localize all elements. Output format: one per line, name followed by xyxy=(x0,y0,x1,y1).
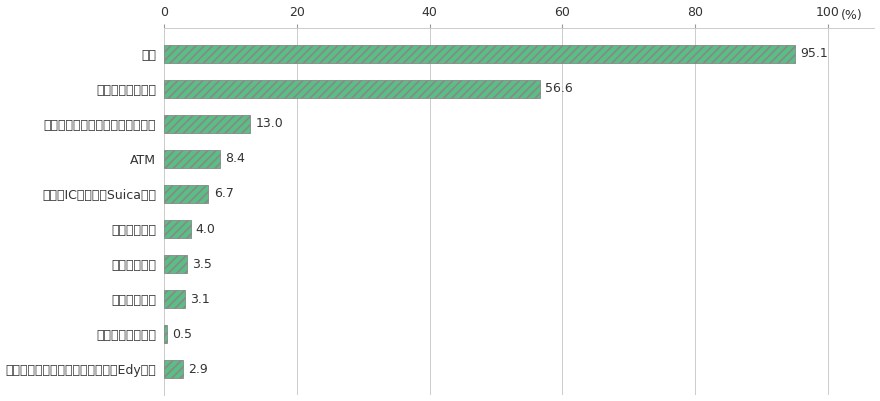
Text: 13.0: 13.0 xyxy=(255,117,283,130)
Text: 56.6: 56.6 xyxy=(545,82,573,95)
Bar xyxy=(164,220,190,238)
Text: 8.4: 8.4 xyxy=(225,152,245,166)
Bar xyxy=(164,115,250,133)
Text: 2.9: 2.9 xyxy=(188,363,209,376)
Text: 95.1: 95.1 xyxy=(801,47,828,61)
Bar xyxy=(164,360,183,378)
Bar xyxy=(164,255,187,273)
Bar xyxy=(164,150,220,168)
Bar xyxy=(164,185,209,203)
Text: (%): (%) xyxy=(841,9,863,22)
Bar xyxy=(164,290,185,308)
Bar xyxy=(164,80,539,98)
Bar xyxy=(164,325,167,343)
Text: 6.7: 6.7 xyxy=(214,188,233,200)
Text: 3.1: 3.1 xyxy=(190,293,209,306)
Text: 4.0: 4.0 xyxy=(196,223,216,235)
Text: 0.5: 0.5 xyxy=(172,328,193,340)
Text: 3.5: 3.5 xyxy=(193,257,212,271)
Bar xyxy=(164,45,796,63)
